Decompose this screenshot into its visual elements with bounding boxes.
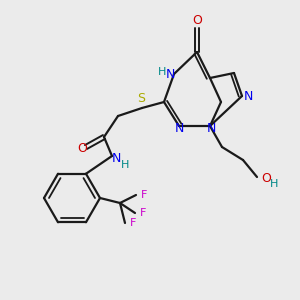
Text: N: N — [243, 89, 253, 103]
Text: H: H — [158, 67, 166, 77]
Text: O: O — [261, 172, 271, 184]
Text: F: F — [141, 190, 147, 200]
Text: O: O — [192, 14, 202, 28]
Text: N: N — [111, 152, 121, 166]
Text: N: N — [206, 122, 216, 134]
Text: F: F — [130, 218, 136, 228]
Text: H: H — [121, 160, 129, 170]
Text: F: F — [140, 208, 146, 218]
Text: N: N — [165, 68, 175, 80]
Text: O: O — [77, 142, 87, 155]
Text: N: N — [174, 122, 184, 134]
Text: H: H — [270, 179, 278, 189]
Text: S: S — [137, 92, 145, 106]
